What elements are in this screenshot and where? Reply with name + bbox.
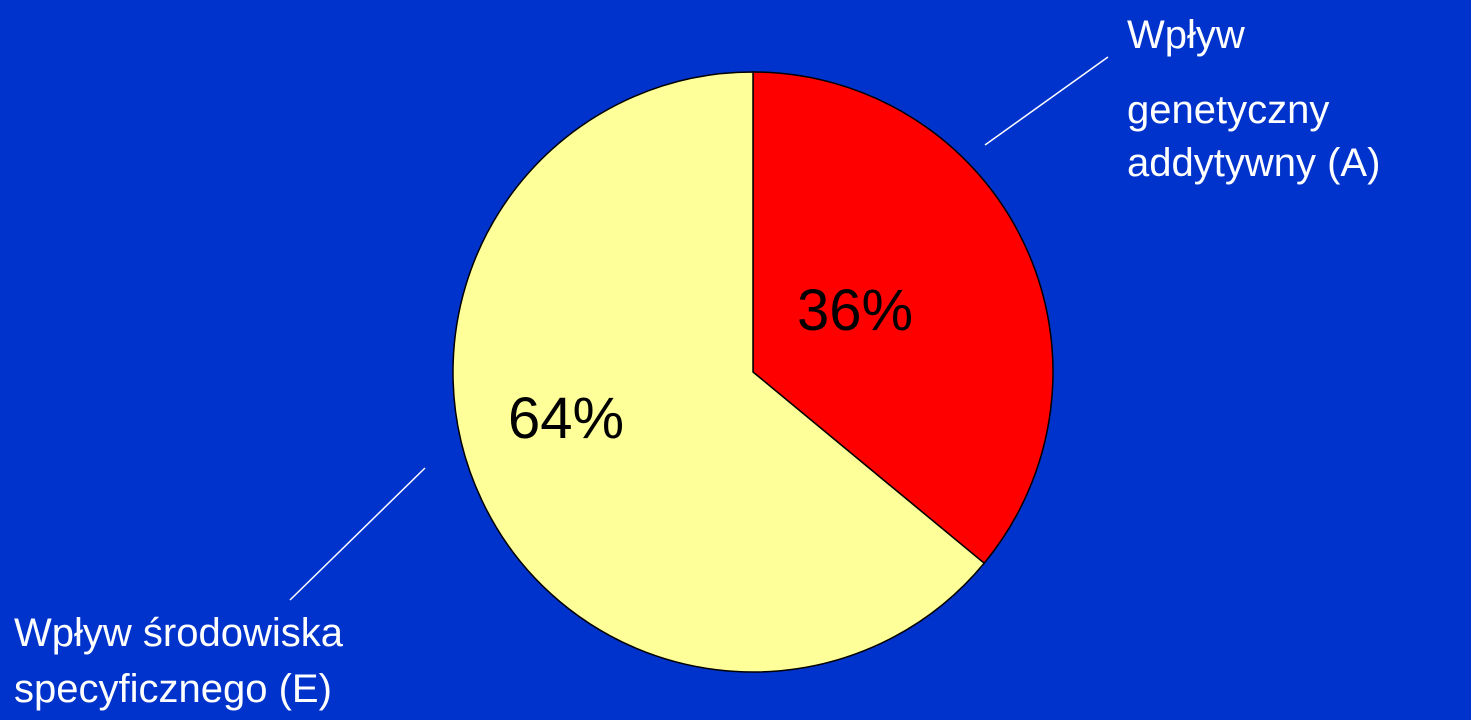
leader-line-genetic — [984, 56, 1109, 146]
callout-environment-line-2: specyficznego (E) — [14, 667, 332, 711]
callout-label-genetic: Wpływ genetyczny addytywny (A) — [1127, 13, 1380, 185]
slice-value-label-environment: 64% — [508, 386, 624, 451]
callout-environment-line-1: Wpływ środowiska — [14, 611, 344, 655]
callout-label-environment: Wpływ środowiska specyficznego (E) — [14, 611, 354, 711]
pie-slice-environment — [452, 71, 986, 673]
callout-genetic-line-2: genetyczny — [1127, 88, 1329, 132]
pie-slice-genetic — [752, 71, 1054, 565]
callout-genetic-line-3: addytywny (A) — [1127, 141, 1380, 185]
callout-genetic-line-1: Wpływ — [1127, 13, 1245, 57]
leader-line-environment — [289, 467, 426, 601]
slice-value-label-genetic: 36% — [797, 278, 913, 343]
